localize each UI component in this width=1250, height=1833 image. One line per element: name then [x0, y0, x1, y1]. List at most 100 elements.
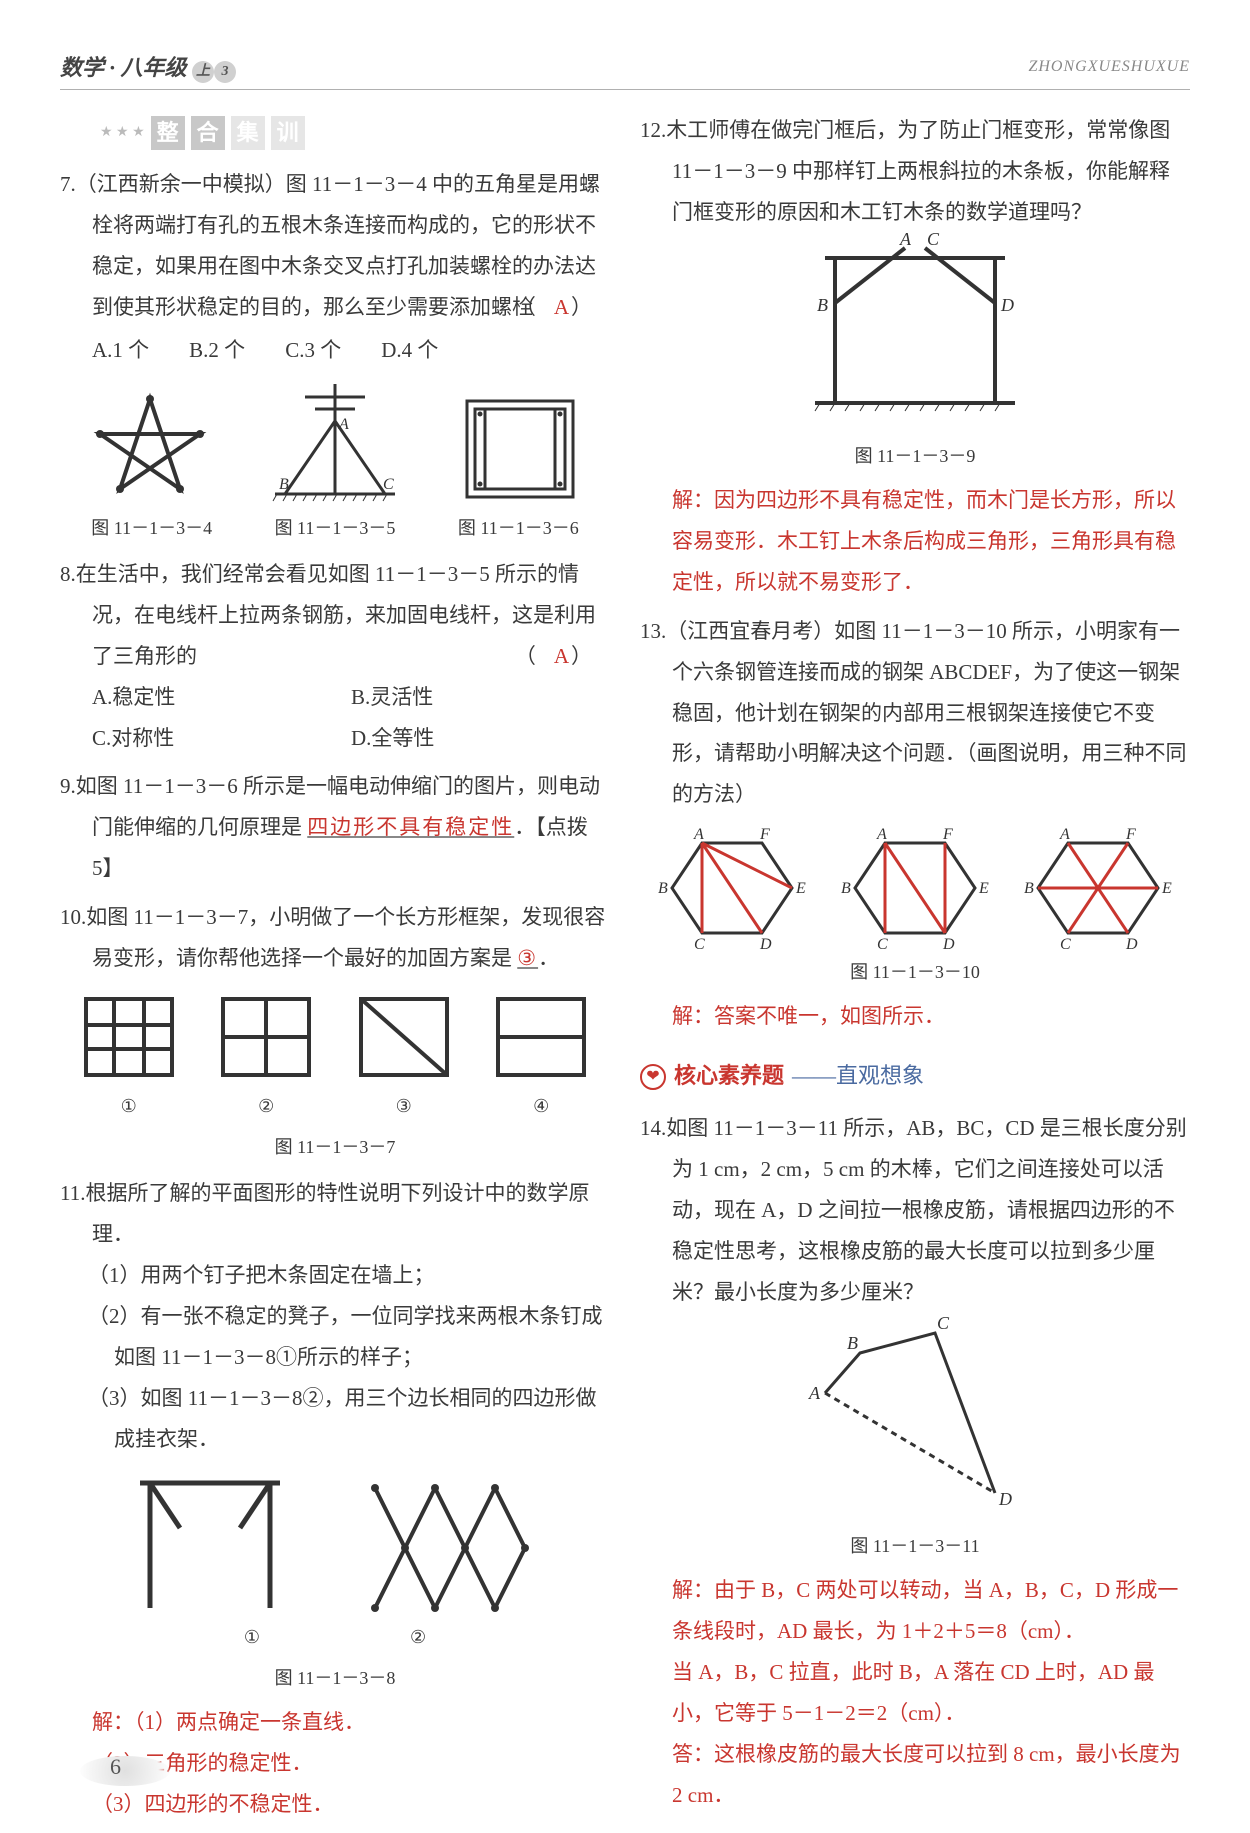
figure-11-1-3-11: A B C D [765, 1313, 1065, 1513]
question-7: 7.（江西新余一中模拟）图 11－1－3－4 中的五角星是用螺栓将两端打有孔的五… [60, 164, 610, 546]
svg-text:D: D [1125, 936, 1138, 953]
q8-opt-c: C.对称性 [92, 718, 351, 759]
question-14: 14.如图 11－1－3－11 所示，AB，BC，CD 是三根长度分别为 1 c… [640, 1108, 1190, 1815]
q13-hexagon-1: AF BE CD [652, 823, 812, 953]
q8-num: 8. [60, 562, 76, 586]
q13-src: （江西宜春月考） [666, 619, 834, 643]
cap-11-1-3-6: 图 11－1－3－6 [458, 511, 579, 546]
svg-text:D: D [942, 936, 955, 953]
q11-l2: ② [410, 1620, 426, 1655]
cap-11-1-3-11: 图 11－1－3－11 [640, 1529, 1190, 1564]
q8-opt-a: A.稳定性 [92, 677, 351, 718]
q12-answer: 解：因为四边形不具有稳定性，而木门是长方形，所以容易变形．木工钉上木条后构成三角… [640, 480, 1190, 603]
q13-answer: 解：答案不唯一，如图所示． [640, 996, 1190, 1037]
q11-a3: （3）四边形的不稳定性． [60, 1784, 610, 1825]
question-9: 9.如图 11－1－3－6 所示是一幅电动伸缩门的图片，则电动门能伸缩的几何原理… [60, 766, 610, 889]
q11-s1: （1）用两个钉子把木条固定在墙上； [60, 1255, 610, 1296]
q10-l3: ③ [396, 1089, 412, 1124]
banner-tile-4: 训 [271, 116, 305, 150]
grade: 八年级 [121, 55, 187, 80]
svg-text:E: E [1161, 880, 1172, 897]
q7-opt-a: A.1 个 [92, 330, 149, 371]
header-left: 数学 · 八年级 上3 [60, 50, 236, 83]
cap-11-1-3-5: 图 11－1－3－5 [275, 511, 396, 546]
q7-figures: A B C [60, 379, 610, 509]
q10-fig-2 [211, 987, 321, 1087]
banner-tile-1: 整 [151, 116, 185, 150]
q10-labels: ① ② ③ ④ [60, 1089, 610, 1124]
page-number: 6 [110, 1754, 121, 1780]
banner-tile-3: 集 [231, 116, 265, 150]
q10-fig-1 [74, 987, 184, 1087]
q11-a1: （1）两点确定一条直线． [134, 1710, 365, 1734]
question-8: 8.在生活中，我们经常会看见如图 11－1－3－5 所示的情况，在电线杆上拉两条… [60, 554, 610, 759]
q12-lab-b: B [817, 295, 828, 315]
right-column: 12.木工师傅在做完门框后，为了防止门框变形，常常像图 11－1－3－9 中那样… [640, 110, 1190, 1833]
q10-fig-4 [486, 987, 596, 1087]
q14-a2: 当 A，B，C 拉直，此时 B，A 落在 CD 上时，AD 最小，它等于 5－1… [640, 1652, 1190, 1734]
q7-opt-d: D.4 个 [381, 330, 438, 371]
q10-fig-3 [349, 987, 459, 1087]
q14-a1: 解：由于 B，C 两处可以转动，当 A，B，C，D 形成一条线段时，AD 最长，… [640, 1570, 1190, 1652]
svg-text:D: D [759, 936, 772, 953]
figure-11-1-3-6 [455, 389, 585, 509]
q10-l4: ④ [533, 1089, 549, 1124]
q12-text: 木工师傅在做完门框后，为了防止门框变形，常常像图 11－1－3－9 中那样钉上两… [666, 118, 1170, 224]
badge-2: 3 [214, 61, 236, 83]
svg-text:B: B [841, 880, 851, 897]
q13-hexagon-2: AF BE CD [835, 823, 995, 953]
question-13: 13.（江西宜春月考）如图 11－1－3－10 所示，小明家有一个六条钢管连接而… [640, 611, 1190, 1038]
cap-11-1-3-8: 图 11－1－3－8 [60, 1661, 610, 1696]
figure-11-1-3-9: A C B D [785, 233, 1045, 423]
q10-l2: ② [258, 1089, 274, 1124]
q14-num: 14. [640, 1116, 666, 1140]
svg-text:E: E [795, 880, 806, 897]
svg-text:C: C [694, 936, 705, 953]
content-columns: ★ ★ ★ 整 合 集 训 7.（江西新余一中模拟）图 11－1－3－4 中的五… [60, 110, 1190, 1833]
svg-text:B: B [279, 476, 289, 493]
q7-options: A.1 个 B.2 个 C.3 个 D.4 个 [60, 330, 610, 371]
svg-text:A: A [876, 826, 887, 843]
q11-num: 11. [60, 1181, 85, 1205]
core-literacy-header: ❤ 核心素养题 ——直观想象 [640, 1055, 1190, 1098]
q14-a3: 答：这根橡皮筋的最大长度可以拉到 8 cm，最小长度为 2 cm． [640, 1734, 1190, 1816]
cap-11-1-3-7: 图 11－1－3－7 [60, 1130, 610, 1165]
q11-a0: 解： [92, 1710, 134, 1734]
q8-answer: A [554, 644, 571, 668]
hexi-title: 核心素养题 [674, 1055, 784, 1098]
q9-num: 9. [60, 774, 76, 798]
section-banner: ★ ★ ★ 整 合 集 训 [100, 116, 610, 150]
question-12: 12.木工师傅在做完门框后，为了防止门框变形，常常像图 11－1－3－9 中那样… [640, 110, 1190, 603]
q11-s2: （2）有一张不稳定的凳子，一位同学找来两根木条钉成如图 11－1－3－8①所示的… [60, 1296, 610, 1378]
figure-11-1-3-4 [85, 389, 215, 509]
q7-answer-paren: （A） [547, 287, 610, 328]
svg-text:C: C [1060, 936, 1071, 953]
banner-tile-2: 合 [191, 116, 225, 150]
q7-num: 7. [60, 172, 76, 196]
page-header: 数学 · 八年级 上3 ZHONGXUESHUXUE [60, 50, 1190, 90]
q13-text: 如图 11－1－3－10 所示，小明家有一个六条钢管连接而成的钢架 ABCDEF… [672, 619, 1187, 807]
q10-period: ． [538, 946, 559, 970]
q14-text: 如图 11－1－3－11 所示，AB，BC，CD 是三根长度分别为 1 cm，2… [666, 1116, 1187, 1304]
left-column: ★ ★ ★ 整 合 集 训 7.（江西新余一中模拟）图 11－1－3－4 中的五… [60, 110, 610, 1833]
q7-src: （江西新余一中模拟） [76, 172, 286, 196]
svg-text:E: E [978, 880, 989, 897]
q8-opt-b: B.灵活性 [351, 677, 610, 718]
svg-text:F: F [759, 826, 770, 843]
hexi-sub: 直观想象 [836, 1063, 924, 1088]
cap-11-1-3-10: 图 11－1－3－10 [640, 955, 1190, 990]
q7-answer: A [554, 295, 571, 319]
svg-text:F: F [1125, 826, 1136, 843]
svg-text:F: F [942, 826, 953, 843]
badge-1: 上 [192, 61, 214, 83]
q9-answer: 四边形不具有稳定性 [307, 815, 514, 839]
question-10: 10.如图 11－1－3－7，小明做了一个长方形框架，发现很容易变形，请你帮他选… [60, 897, 610, 1165]
svg-text:C: C [383, 476, 394, 493]
figure-11-1-3-5: A B C [265, 379, 405, 509]
heart-icon: ❤ [640, 1064, 666, 1090]
q14-lab-d: D [998, 1489, 1012, 1509]
q11-text: 根据所了解的平面图形的特性说明下列设计中的数学原理． [85, 1181, 589, 1246]
q8-opt-d: D.全等性 [351, 718, 610, 759]
q11-l1: ① [244, 1620, 260, 1655]
cap-11-1-3-4: 图 11－1－3－4 [91, 511, 212, 546]
